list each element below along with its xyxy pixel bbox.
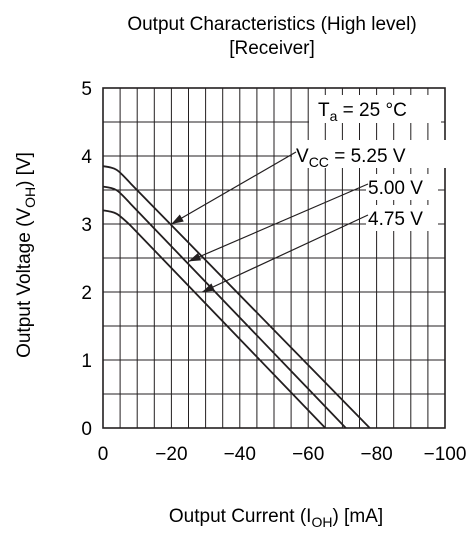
- annotation-475-bg: [366, 205, 438, 231]
- curves: [102, 165, 371, 429]
- annotation-arrow-head: [188, 252, 202, 262]
- series-curve: [102, 185, 347, 429]
- annotation-arrow-head: [202, 283, 215, 292]
- y-tick-label: 4: [81, 147, 92, 168]
- y-tick-label: 3: [81, 215, 92, 236]
- y-tick-label: 2: [81, 283, 92, 304]
- y-tick-label: 1: [81, 351, 92, 372]
- condition-label: Ta = 25 °C: [318, 100, 407, 124]
- ticks: 0 −20 −40 −60 −80 −100 0 1 2 3 4 5: [81, 79, 466, 465]
- y-tick-label: 0: [81, 419, 92, 440]
- x-tick-label: −20: [155, 444, 187, 465]
- y-axis-label: Output Voltage (VOH) [V]: [14, 152, 38, 358]
- annotation-arrow-line: [188, 183, 369, 262]
- annotation-arrows: [171, 151, 369, 293]
- x-axis-label: Output Current (IOH) [mA]: [169, 506, 383, 530]
- annotation-vcc-475: 4.75 V: [368, 209, 423, 230]
- annotation-arrow-line: [171, 151, 297, 225]
- annotation-vcc-525: VCC = 5.25 V: [296, 146, 406, 170]
- plot-frame: [102, 87, 446, 429]
- x-tick-label: −80: [360, 444, 392, 465]
- annotation-vcc-bg: [292, 140, 446, 168]
- series-curve: [102, 209, 326, 429]
- x-tick-label: −100: [424, 444, 467, 465]
- annotation-vcc-500: 5.00 V: [368, 178, 423, 199]
- annotation-arrow-line: [201, 214, 369, 293]
- x-tick-label: 0: [98, 444, 109, 465]
- condition-label-bg: [309, 95, 441, 123]
- x-tick-label: −40: [224, 444, 256, 465]
- annotation-500-bg: [366, 174, 438, 200]
- annotation-arrow-head: [171, 214, 184, 224]
- series-curve: [102, 165, 371, 429]
- y-tick-label: 5: [81, 79, 92, 100]
- x-tick-label: −60: [292, 444, 324, 465]
- chart-subtitle: [Receiver]: [229, 38, 315, 59]
- chart-title: Output Characteristics (High level): [127, 14, 416, 35]
